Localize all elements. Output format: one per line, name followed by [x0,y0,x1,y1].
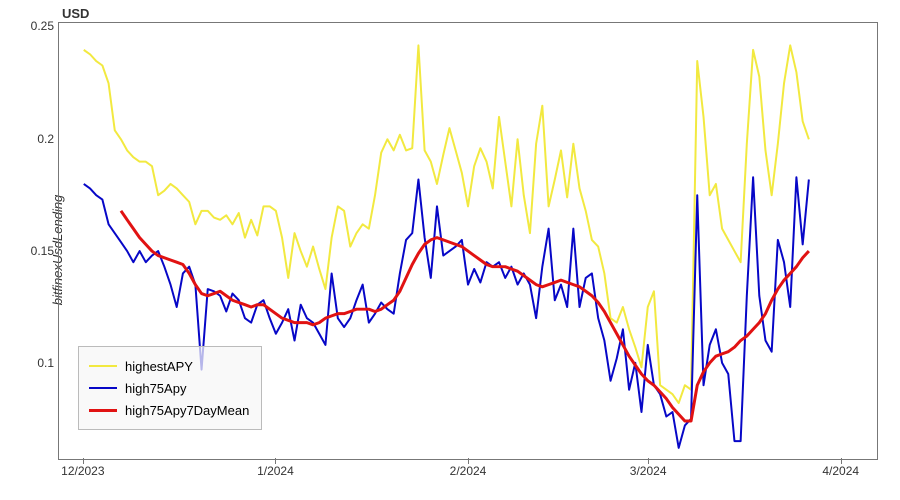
chart-legend: highestAPY high75Apy high75Apy7DayMean [78,346,262,430]
legend-swatch [89,387,117,389]
x-tick-label: 2/2024 [450,464,487,478]
legend-item: highestAPY [89,355,249,377]
y-tick-label: 0.2 [4,132,54,146]
legend-item: high75Apy7DayMean [89,399,249,421]
x-tick-label: 3/2024 [630,464,667,478]
legend-label: highestAPY [125,359,193,374]
legend-item: high75Apy [89,377,249,399]
y-tick-label: 0.1 [4,356,54,370]
legend-swatch [89,409,117,412]
usd-label: USD [62,6,89,21]
y-tick-label: 0.25 [4,19,54,33]
x-tick-label: 4/2024 [822,464,859,478]
x-tick-label: 1/2024 [257,464,294,478]
x-tick-label: 12/2023 [61,464,104,478]
y-tick-label: 0.15 [4,244,54,258]
legend-swatch [89,365,117,367]
legend-label: high75Apy7DayMean [125,403,249,418]
legend-label: high75Apy [125,381,186,396]
lending-apy-chart: bitfinexUsdLending USD 0.10.150.20.25 12… [0,0,900,500]
